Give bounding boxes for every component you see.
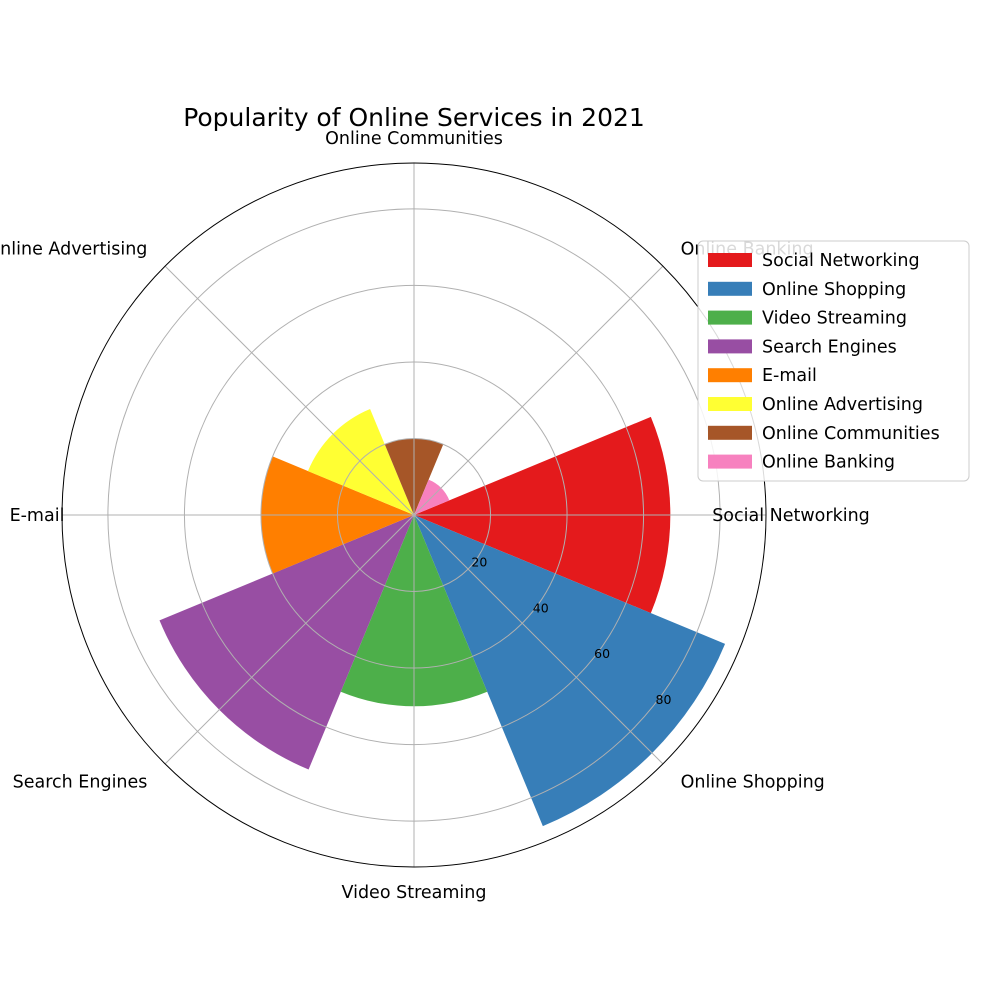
category-label-online-communities: Online Communities xyxy=(325,129,503,149)
legend-label-online-banking: Online Banking xyxy=(762,453,895,473)
category-label-social-networking: Social Networking xyxy=(712,506,870,526)
legend-label-online-shopping: Online Shopping xyxy=(762,280,906,300)
legend-swatch-e-mail xyxy=(708,368,752,383)
legend-swatch-search-engines xyxy=(708,339,752,354)
legend-label-video-streaming: Video Streaming xyxy=(762,309,907,329)
legend-label-social-networking: Social Networking xyxy=(762,251,920,271)
chart-title: Popularity of Online Services in 2021 xyxy=(183,103,645,132)
radial-tick-20: 20 xyxy=(471,555,487,570)
legend-swatch-online-shopping xyxy=(708,281,752,296)
category-label-online-shopping: Online Shopping xyxy=(681,773,825,793)
category-label-search-engines: Search Engines xyxy=(13,773,148,793)
category-label-e-mail: E-mail xyxy=(10,506,65,526)
radial-tick-labels-group: 20 40 60 80 xyxy=(471,555,671,707)
legend-swatch-online-communities xyxy=(708,425,752,440)
legend-label-online-communities: Online Communities xyxy=(762,424,940,444)
legend-swatch-online-advertising xyxy=(708,397,752,411)
legend-label-e-mail: E-mail xyxy=(762,366,817,386)
legend-label-online-advertising: Online Advertising xyxy=(762,395,923,415)
grid-spoke xyxy=(413,265,664,516)
legend-swatch-video-streaming xyxy=(708,310,752,325)
category-label-video-streaming: Video Streaming xyxy=(342,883,487,903)
bars-group xyxy=(159,408,726,827)
radial-tick-60: 60 xyxy=(594,646,610,661)
category-labels-group: Social Networking Online Shopping Video St… xyxy=(0,129,870,903)
grid-group xyxy=(61,162,767,868)
grid-spoke xyxy=(164,514,415,765)
grid-spoke xyxy=(164,265,415,516)
legend-swatch-social-networking xyxy=(708,253,752,267)
legend: Social Networking Online Shopping Video St… xyxy=(697,240,970,482)
radial-tick-40: 40 xyxy=(533,600,549,615)
outer-frame xyxy=(61,162,767,868)
legend-box xyxy=(697,240,970,482)
legend-label-search-engines: Search Engines xyxy=(762,337,897,357)
category-label-online-advertising: Online Advertising xyxy=(0,239,147,259)
grid-spoke xyxy=(413,514,664,765)
legend-swatch-online-banking xyxy=(708,454,752,469)
radial-tick-80: 80 xyxy=(656,692,672,707)
